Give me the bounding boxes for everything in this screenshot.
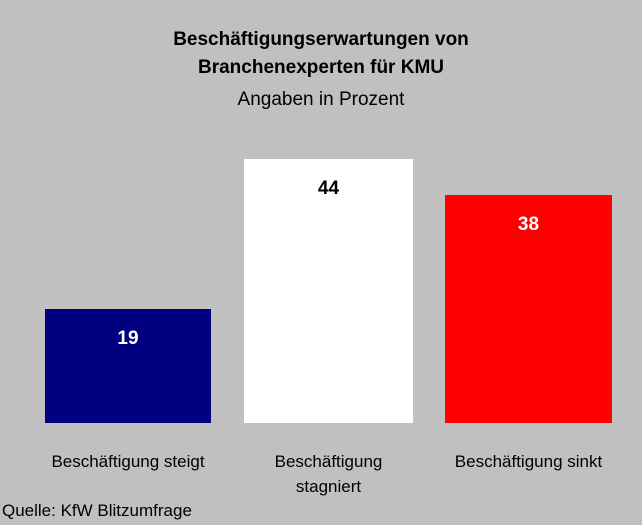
category-label: Beschäftigung steigt [51,452,205,471]
category-label: Beschäftigung sinkt [454,452,603,471]
value-label: 19 [117,328,138,349]
chart-title: Beschäftigungserwartungen von [173,29,469,50]
bar [244,159,413,423]
value-label: 44 [318,178,340,199]
bar [45,309,211,423]
value-label: 38 [518,214,539,235]
source-note: Quelle: KfW Blitzumfrage [2,501,192,520]
category-label: Beschäftigung stagniert [274,452,383,496]
bar [445,195,612,423]
chart-subtitle: Angaben in Prozent [238,89,406,110]
chart-title: Branchenexperten für KMU [198,57,444,78]
